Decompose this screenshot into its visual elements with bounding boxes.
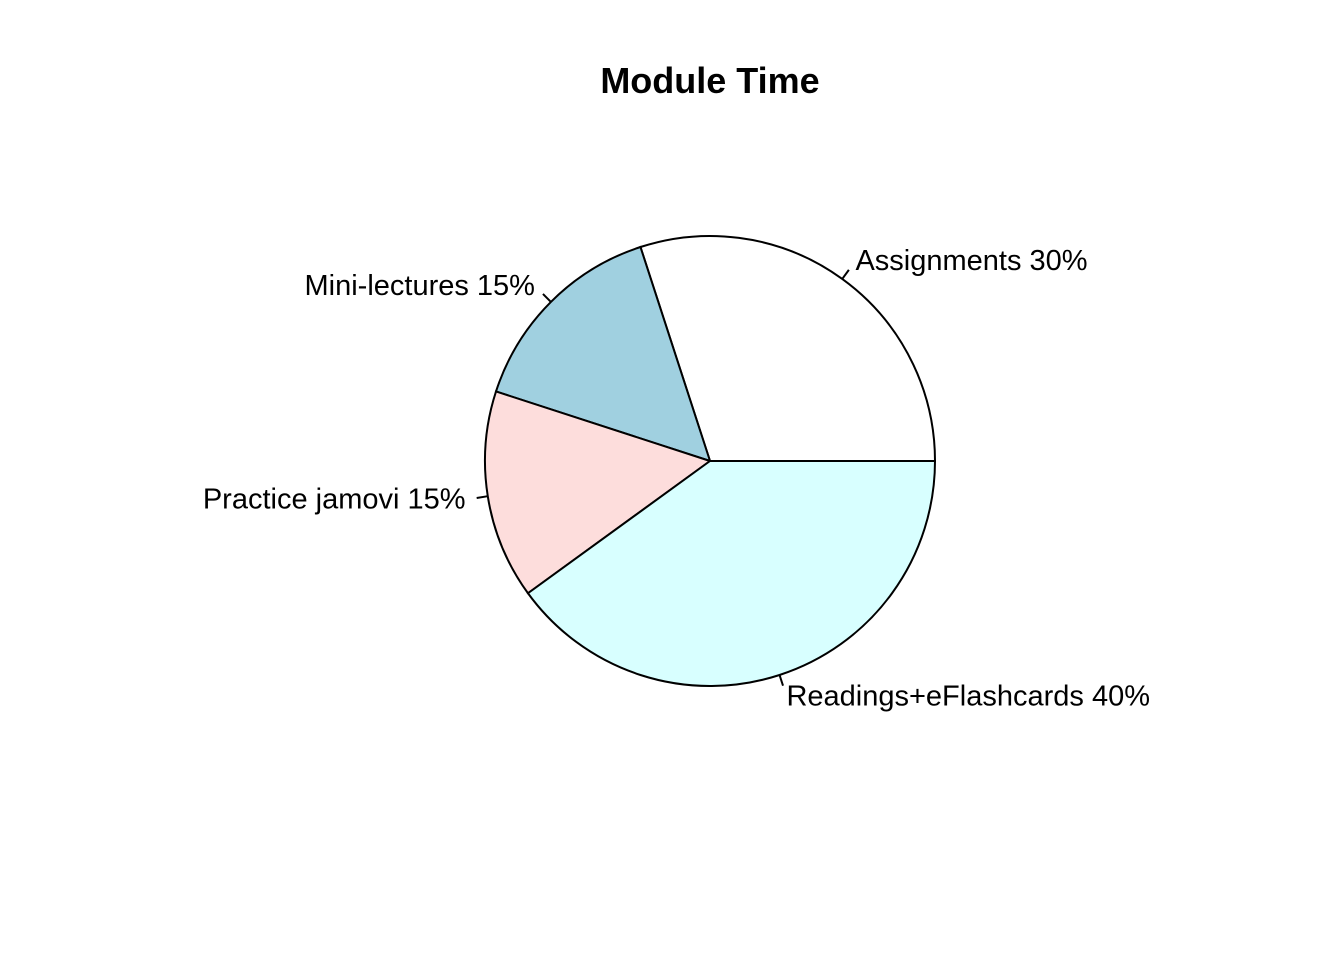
- pie-slice-mini-lectures: [494, 245, 712, 463]
- slice-label-practice-jamovi: Practice jamovi 15%: [203, 484, 466, 516]
- leader-line-practice-jamovi: [476, 495, 488, 499]
- slice-label-assignments: Assignments 30%: [855, 245, 1087, 277]
- pie-slices: [484, 235, 937, 687]
- leader-line-assignments: [841, 269, 850, 280]
- leader-lines: [476, 269, 850, 686]
- leader-line-mini-lectures: [542, 293, 552, 303]
- slice-labels: Assignments 30% Mini-lectures 15% Practice…: [203, 245, 1150, 713]
- slice-label-readings-eflashcards: Readings+eFlashcards 40%: [786, 680, 1150, 712]
- slice-label-mini-lectures: Mini-lectures 15%: [305, 270, 535, 302]
- chart-title: Module Time: [600, 60, 819, 101]
- leader-line-readings-eflashcards: [778, 674, 784, 686]
- pie-slice-practice-jamovi: [484, 390, 713, 595]
